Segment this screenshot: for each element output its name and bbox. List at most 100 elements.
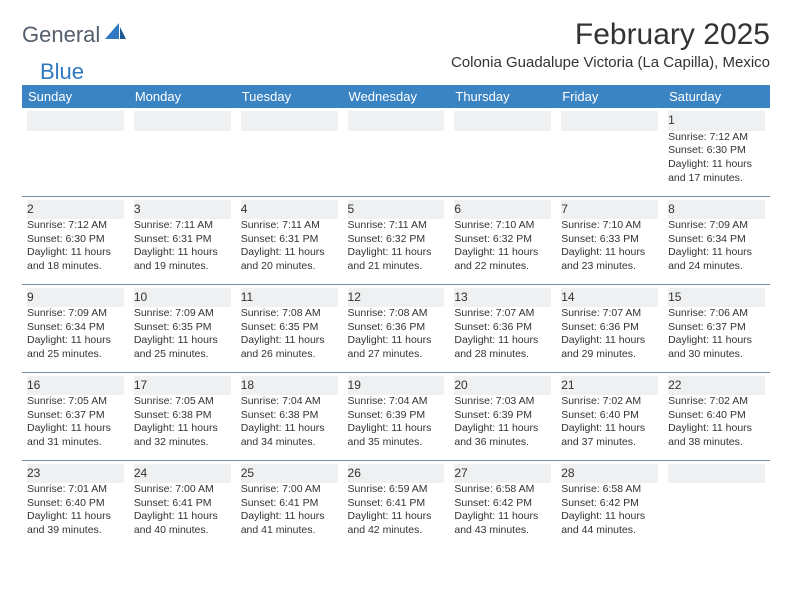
day-cell: 21Sunrise: 7:02 AMSunset: 6:40 PMDayligh… [556, 372, 663, 460]
day-detail: Sunrise: 7:10 AMSunset: 6:33 PMDaylight:… [561, 219, 658, 274]
daylight-text: Daylight: 11 hours and 24 minutes. [668, 246, 765, 273]
sunset-text: Sunset: 6:35 PM [134, 321, 231, 335]
daylight-text: Daylight: 11 hours and 26 minutes. [241, 334, 338, 361]
daylight-text: Daylight: 11 hours and 19 minutes. [134, 246, 231, 273]
day-detail: Sunrise: 7:07 AMSunset: 6:36 PMDaylight:… [454, 307, 551, 362]
sunset-text: Sunset: 6:40 PM [668, 409, 765, 423]
day-cell: 13Sunrise: 7:07 AMSunset: 6:36 PMDayligh… [449, 284, 556, 372]
daylight-text: Daylight: 11 hours and 25 minutes. [134, 334, 231, 361]
day-number: 11 [241, 288, 338, 308]
day-detail: Sunrise: 7:04 AMSunset: 6:39 PMDaylight:… [348, 395, 445, 450]
daylight-text: Daylight: 11 hours and 27 minutes. [348, 334, 445, 361]
sunset-text: Sunset: 6:34 PM [668, 233, 765, 247]
sunrise-text: Sunrise: 6:58 AM [561, 483, 658, 497]
logo-text-general: General [22, 22, 100, 48]
day-cell: 5Sunrise: 7:11 AMSunset: 6:32 PMDaylight… [343, 196, 450, 284]
day-detail: Sunrise: 7:11 AMSunset: 6:32 PMDaylight:… [348, 219, 445, 274]
sunrise-text: Sunrise: 7:10 AM [561, 219, 658, 233]
day-detail: Sunrise: 7:08 AMSunset: 6:36 PMDaylight:… [348, 307, 445, 362]
day-detail: Sunrise: 7:09 AMSunset: 6:34 PMDaylight:… [27, 307, 124, 362]
month-title: February 2025 [451, 18, 770, 52]
logo: General [22, 18, 129, 48]
day-number-empty [27, 111, 124, 131]
day-cell [663, 460, 770, 548]
day-cell: 28Sunrise: 6:58 AMSunset: 6:42 PMDayligh… [556, 460, 663, 548]
sunset-text: Sunset: 6:39 PM [348, 409, 445, 423]
daylight-text: Daylight: 11 hours and 21 minutes. [348, 246, 445, 273]
sunset-text: Sunset: 6:37 PM [668, 321, 765, 335]
day-number: 20 [454, 376, 551, 396]
day-detail: Sunrise: 7:02 AMSunset: 6:40 PMDaylight:… [561, 395, 658, 450]
day-detail: Sunrise: 7:12 AMSunset: 6:30 PMDaylight:… [27, 219, 124, 274]
day-detail: Sunrise: 7:02 AMSunset: 6:40 PMDaylight:… [668, 395, 765, 450]
day-detail: Sunrise: 6:59 AMSunset: 6:41 PMDaylight:… [348, 483, 445, 538]
day-cell: 2Sunrise: 7:12 AMSunset: 6:30 PMDaylight… [22, 196, 129, 284]
day-detail: Sunrise: 7:09 AMSunset: 6:35 PMDaylight:… [134, 307, 231, 362]
sunset-text: Sunset: 6:38 PM [134, 409, 231, 423]
day-detail: Sunrise: 6:58 AMSunset: 6:42 PMDaylight:… [561, 483, 658, 538]
daylight-text: Daylight: 11 hours and 18 minutes. [27, 246, 124, 273]
daylight-text: Daylight: 11 hours and 35 minutes. [348, 422, 445, 449]
sunrise-text: Sunrise: 7:05 AM [27, 395, 124, 409]
sunrise-text: Sunrise: 7:02 AM [561, 395, 658, 409]
weekday-header: Friday [556, 85, 663, 108]
sunset-text: Sunset: 6:42 PM [454, 497, 551, 511]
sunrise-text: Sunrise: 7:08 AM [348, 307, 445, 321]
daylight-text: Daylight: 11 hours and 30 minutes. [668, 334, 765, 361]
sunset-text: Sunset: 6:33 PM [561, 233, 658, 247]
day-number: 3 [134, 200, 231, 220]
sunset-text: Sunset: 6:31 PM [241, 233, 338, 247]
day-number: 2 [27, 200, 124, 220]
daylight-text: Daylight: 11 hours and 37 minutes. [561, 422, 658, 449]
day-detail: Sunrise: 7:06 AMSunset: 6:37 PMDaylight:… [668, 307, 765, 362]
daylight-text: Daylight: 11 hours and 22 minutes. [454, 246, 551, 273]
day-number: 15 [668, 288, 765, 308]
day-cell [129, 108, 236, 196]
day-number: 19 [348, 376, 445, 396]
sunrise-text: Sunrise: 7:12 AM [27, 219, 124, 233]
day-number: 21 [561, 376, 658, 396]
day-detail: Sunrise: 7:08 AMSunset: 6:35 PMDaylight:… [241, 307, 338, 362]
day-number: 28 [561, 464, 658, 484]
day-cell: 26Sunrise: 6:59 AMSunset: 6:41 PMDayligh… [343, 460, 450, 548]
sunrise-text: Sunrise: 7:11 AM [348, 219, 445, 233]
sunrise-text: Sunrise: 7:09 AM [668, 219, 765, 233]
weekday-header-row: Sunday Monday Tuesday Wednesday Thursday… [22, 85, 770, 108]
sunset-text: Sunset: 6:42 PM [561, 497, 658, 511]
daylight-text: Daylight: 11 hours and 41 minutes. [241, 510, 338, 537]
day-number-empty [241, 111, 338, 131]
day-number: 7 [561, 200, 658, 220]
daylight-text: Daylight: 11 hours and 23 minutes. [561, 246, 658, 273]
sunset-text: Sunset: 6:39 PM [454, 409, 551, 423]
sunset-text: Sunset: 6:35 PM [241, 321, 338, 335]
weekday-header: Wednesday [343, 85, 450, 108]
day-number: 6 [454, 200, 551, 220]
day-detail: Sunrise: 7:12 AMSunset: 6:30 PMDaylight:… [668, 131, 765, 186]
day-number: 16 [27, 376, 124, 396]
daylight-text: Daylight: 11 hours and 38 minutes. [668, 422, 765, 449]
sunrise-text: Sunrise: 7:07 AM [561, 307, 658, 321]
sunset-text: Sunset: 6:32 PM [454, 233, 551, 247]
daylight-text: Daylight: 11 hours and 43 minutes. [454, 510, 551, 537]
week-row: 1Sunrise: 7:12 AMSunset: 6:30 PMDaylight… [22, 108, 770, 196]
day-number: 4 [241, 200, 338, 220]
day-cell [22, 108, 129, 196]
day-number: 27 [454, 464, 551, 484]
day-number: 5 [348, 200, 445, 220]
sunset-text: Sunset: 6:41 PM [241, 497, 338, 511]
day-number: 9 [27, 288, 124, 308]
daylight-text: Daylight: 11 hours and 36 minutes. [454, 422, 551, 449]
sunset-text: Sunset: 6:41 PM [134, 497, 231, 511]
day-number: 25 [241, 464, 338, 484]
day-cell: 1Sunrise: 7:12 AMSunset: 6:30 PMDaylight… [663, 108, 770, 196]
day-detail: Sunrise: 7:05 AMSunset: 6:38 PMDaylight:… [134, 395, 231, 450]
daylight-text: Daylight: 11 hours and 28 minutes. [454, 334, 551, 361]
sunset-text: Sunset: 6:38 PM [241, 409, 338, 423]
day-cell: 23Sunrise: 7:01 AMSunset: 6:40 PMDayligh… [22, 460, 129, 548]
day-cell: 11Sunrise: 7:08 AMSunset: 6:35 PMDayligh… [236, 284, 343, 372]
sunset-text: Sunset: 6:31 PM [134, 233, 231, 247]
sunrise-text: Sunrise: 7:09 AM [27, 307, 124, 321]
sunset-text: Sunset: 6:36 PM [561, 321, 658, 335]
daylight-text: Daylight: 11 hours and 29 minutes. [561, 334, 658, 361]
sunrise-text: Sunrise: 7:06 AM [668, 307, 765, 321]
